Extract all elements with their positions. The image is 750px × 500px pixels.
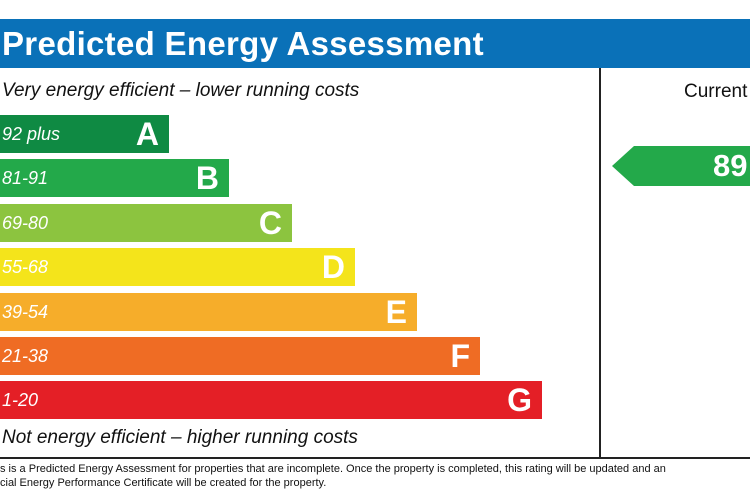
divider-bottom (0, 457, 750, 459)
band-letter: B (195, 160, 219, 196)
band-range-label: 92 plus (2, 124, 61, 144)
caption-inefficient: Not energy efficient – higher running co… (2, 427, 358, 448)
band-range-label: 55-68 (2, 257, 49, 277)
band-c: 69-80 C (0, 204, 292, 242)
band-range-label: 69-80 (2, 213, 49, 233)
band-letter: A (135, 116, 159, 152)
band-f: 21-38 F (0, 337, 480, 375)
band-letter: D (321, 249, 345, 285)
band-b: 81-91 B (0, 159, 229, 197)
band-range-label: 1-20 (2, 390, 39, 410)
footnote-line-1: s is a Predicted Energy Assessment for p… (0, 463, 666, 475)
caption-efficient: Very energy efficient – lower running co… (2, 80, 360, 101)
band-range-label: 81-91 (2, 168, 49, 188)
footnote-line-2: cial Energy Performance Certificate will… (0, 477, 327, 489)
footnote: s is a Predicted Energy Assessment for p… (0, 462, 750, 490)
band-a: 92 plus A (0, 115, 169, 153)
band-letter: C (258, 205, 282, 241)
page-title: Predicted Energy Assessment (2, 25, 484, 62)
band-range-label: 21-38 (2, 346, 49, 366)
header-bar: Predicted Energy Assessment (0, 19, 750, 68)
band-letter: F (450, 338, 470, 374)
band-e: 39-54 E (0, 293, 417, 331)
band-range-label: 39-54 (2, 302, 49, 322)
current-rating-arrow (612, 146, 750, 186)
divider-vertical (599, 68, 601, 458)
band-letter: E (385, 294, 407, 330)
band-d: 55-68 D (0, 248, 355, 286)
band-letter: G (507, 382, 532, 418)
current-column-label: Current (684, 81, 748, 102)
band-g: 1-20 G (0, 381, 542, 419)
current-rating-value: 89 (713, 148, 748, 183)
current-rating-arrow-shape (612, 146, 750, 186)
